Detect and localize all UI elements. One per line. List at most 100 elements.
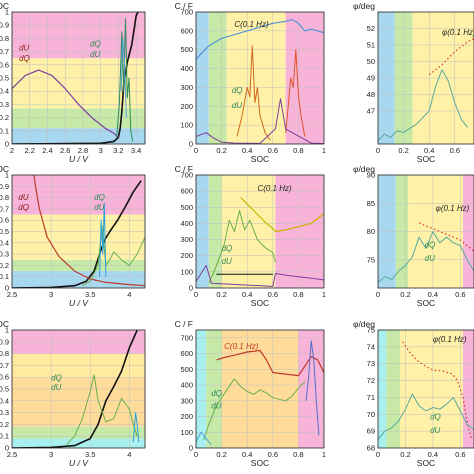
band-group [12,12,145,144]
x-tick-label: 4 [127,450,131,459]
annotation-0: C(0.1 Hz) [234,20,269,29]
y-tick-label: 400 [180,219,193,228]
y-tick-label: 52 [367,24,375,33]
annotation-1: dQ [211,389,222,398]
x-tick-label: 3.4 [131,146,141,155]
y-tick-label: 600 [180,187,193,196]
y-tick-label: 0.5 [0,74,9,83]
band-group [378,12,474,144]
y-tick-label: 700 [180,333,193,342]
axes-frame [11,174,146,289]
band-2 [12,377,145,427]
band-group [196,12,324,144]
y-axis-label: SOC [0,1,9,11]
x-tick-label: 0 [194,290,198,299]
y-tick-label: 0.3 [0,100,9,109]
x-tick-label: 0 [376,146,380,155]
band-2 [226,12,286,144]
series-line-1 [236,45,271,141]
y-tick-label: 300 [180,83,193,92]
x-tick-label: 0.4 [424,146,434,155]
x-tick-label: 2.8 [78,146,88,155]
axes-frame [377,174,474,289]
axes-frame [377,329,474,449]
y-tick-label: 700 [180,171,193,180]
y-tick-label: 75 [367,255,375,264]
x-axis-label: SOC [251,458,269,468]
x-axis-label: SOC [417,298,435,308]
band-2 [221,175,276,288]
x-tick-label: 0.2 [216,450,226,459]
annotation-2: dU [222,257,232,266]
x-tick-label: 1 [322,290,326,299]
annotation-1: dQ [222,244,233,253]
y-axis-label: SOC [0,164,9,174]
annotation-1: dQ [232,86,243,95]
annotation-1: dQ [430,412,441,421]
y-tick-label: 1 [5,8,9,17]
y-tick-label: 500 [180,203,193,212]
annotation-3: dU [90,50,100,59]
annotation-1: dQ [19,54,30,63]
annotation-0: C(0.1 Hz) [224,342,259,351]
x-tick-label: 0.2 [216,146,226,155]
x-axis-label: U / V [69,154,89,164]
series-line-3 [196,431,212,446]
series-line-0 [240,197,324,233]
y-tick-label: 0.6 [0,373,9,382]
x-tick-label: 4 [127,290,131,299]
x-tick-label: 2.2 [25,146,35,155]
band-0 [378,330,387,448]
y-tick-label: 200 [180,102,193,111]
y-tick-label: 0 [5,140,9,149]
y-axis-label: φ/deg [353,319,375,329]
annotation-0: dU [19,43,29,52]
annotation-0: φ(0.1 Hz) [436,204,470,213]
y-tick-label: 48 [367,90,375,99]
x-tick-label: 0.4 [242,450,252,459]
x-axis-label: SOC [251,298,269,308]
y-tick-label: 0.7 [0,47,9,56]
series-line-3 [99,202,107,277]
x-tick-label: 0.8 [293,450,303,459]
annotation-2: dU [425,254,435,263]
band-0 [196,175,209,288]
x-tick-label: 0.6 [450,146,460,155]
x-tick-label: 3.2 [113,146,123,155]
axes-frame [377,11,474,145]
y-tick-label: 73 [367,359,375,368]
band-1 [208,175,222,288]
band-2 [221,330,299,448]
y-tick-label: 90 [367,171,375,180]
axes-frame [195,329,325,449]
y-tick-label: 0.7 [0,204,9,213]
annotation-1: dQ [18,203,29,212]
y-tick-label: 500 [180,45,193,54]
band-group [196,175,324,288]
y-tick-label: 0.2 [0,261,9,270]
x-tick-label: 0 [376,450,380,459]
x-tick-label: 0.4 [242,290,252,299]
y-tick-label: 0.3 [0,250,9,259]
y-tick-label: 0.8 [0,193,9,202]
x-tick-label: 3.5 [85,450,95,459]
y-tick-label: 400 [180,381,193,390]
series-line-2 [305,340,320,436]
series-line-0 [216,349,324,377]
annotation-0: φ(0.1 Hz) [442,28,474,37]
x-tick-label: 3 [49,450,53,459]
y-tick-label: 0 [189,140,193,149]
series-line-1 [66,374,138,445]
y-tick-label: 200 [180,412,193,421]
band-0 [196,12,209,144]
x-tick-label: 0.2 [216,290,226,299]
annotation-2: dQ [90,39,101,48]
y-tick-label: 100 [180,428,193,437]
x-tick-label: 0.4 [428,290,438,299]
y-tick-label: 0.6 [0,60,9,69]
band-1 [386,330,400,448]
x-tick-label: 2.5 [7,450,17,459]
series-line-0 [12,180,142,288]
x-tick-label: 0 [194,450,198,459]
series-line-2 [82,225,145,287]
